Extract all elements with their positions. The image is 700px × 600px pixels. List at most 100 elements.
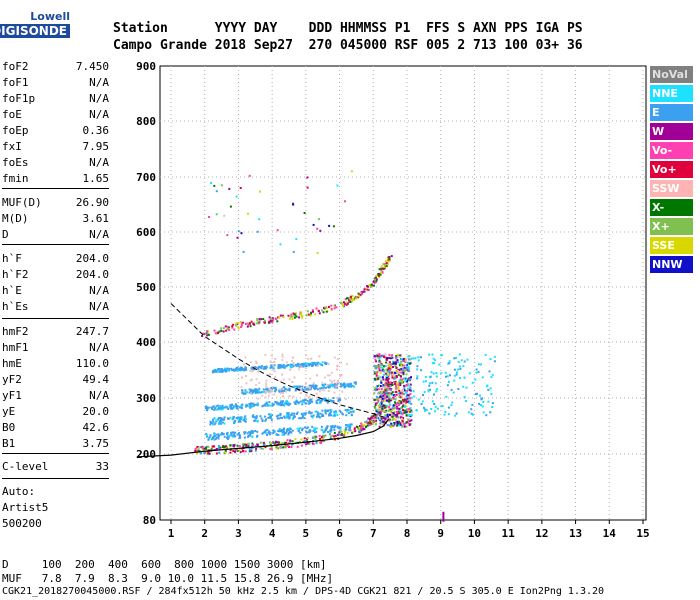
echo-point [263, 431, 266, 434]
echo-point [312, 430, 315, 432]
echo-point [219, 422, 222, 425]
param-row-mufd: MUF(D) 26.90 [2, 196, 109, 210]
echo-point [243, 443, 246, 446]
echo-point [194, 448, 197, 450]
echo-point [236, 405, 239, 408]
echo-point [245, 418, 247, 421]
echo-point [285, 441, 288, 444]
y-tick-label: 500 [136, 281, 156, 294]
echo-point [214, 421, 217, 424]
param-name: foF1 [2, 76, 29, 89]
echo-point [281, 433, 284, 436]
echo-point [401, 398, 404, 401]
echo-point [433, 393, 435, 396]
echo-point [383, 391, 386, 394]
echo-point [265, 385, 268, 388]
echo-point [256, 367, 259, 370]
echo-point [314, 384, 317, 387]
echo-point [409, 399, 412, 402]
echo-point [232, 323, 235, 326]
echo-point [404, 405, 406, 408]
echo-point [457, 361, 460, 363]
echo-point [293, 313, 296, 316]
echo-point [222, 433, 225, 436]
echo-point [380, 385, 382, 387]
echo-point [300, 313, 303, 316]
echo-point [399, 423, 402, 426]
echo-point [243, 431, 246, 434]
echo-point [381, 271, 384, 274]
echo-point [256, 319, 259, 322]
echo-point [381, 400, 384, 403]
echo-point [239, 420, 242, 423]
echo-point [377, 384, 380, 387]
echo-point [394, 401, 397, 404]
echo-point [325, 307, 328, 310]
echo-point [244, 389, 247, 392]
echo-point [252, 391, 254, 394]
echo-point [261, 447, 264, 450]
echo-point [282, 388, 285, 390]
echo-point [388, 400, 390, 403]
echo-point [220, 327, 223, 330]
echo-point [400, 371, 403, 374]
legend-item-x: X- [650, 199, 693, 216]
echo-point [251, 442, 254, 445]
footer-file-info: CGK21_2018270045000.RSF / 284fx512h 50 k… [2, 586, 605, 597]
legend-item-x: X+ [650, 218, 693, 235]
echo-point [346, 425, 349, 428]
echo-point [484, 353, 487, 356]
echo-point [385, 262, 388, 264]
echo-point [256, 322, 259, 325]
echo-point [392, 396, 395, 399]
echo-point [316, 251, 319, 254]
echo-point [272, 432, 275, 434]
echo-point [408, 424, 411, 427]
echo-point [396, 382, 399, 385]
echo-point [285, 431, 288, 434]
echo-point [282, 400, 284, 403]
x-tick-label: 3 [235, 527, 242, 540]
echo-point [404, 369, 407, 372]
echo-point [292, 312, 295, 315]
echo-point [291, 356, 294, 359]
echo-point [405, 421, 408, 424]
echo-point [384, 394, 387, 397]
echo-point [393, 380, 396, 383]
echo-point [307, 388, 310, 391]
echo-point [280, 365, 283, 368]
echo-point [250, 450, 253, 453]
echo-point [367, 417, 370, 420]
echo-point [395, 393, 398, 396]
echo-point [312, 223, 315, 226]
echo-point [199, 452, 202, 455]
echo-point [332, 414, 335, 417]
echo-point [260, 318, 263, 321]
echo-point [270, 442, 272, 445]
echo-point [253, 389, 256, 392]
echo-point [207, 438, 210, 441]
echo-point [255, 378, 258, 381]
echo-point [416, 365, 419, 368]
echo-point [303, 212, 306, 214]
echo-point [347, 424, 350, 426]
echo-point [449, 374, 451, 377]
echo-point [333, 435, 336, 438]
echo-point [476, 392, 478, 395]
echo-point [448, 360, 451, 363]
echo-point [246, 404, 248, 407]
echo-point [394, 372, 396, 375]
echo-point [252, 444, 255, 446]
autoscaling-line3: 500200 [2, 517, 42, 530]
echo-point [375, 372, 378, 375]
echo-point [276, 441, 279, 444]
param-name: foEp [2, 124, 29, 137]
echo-point [399, 410, 402, 413]
echo-point [398, 355, 401, 358]
param-row-md: M(D) 3.61 [2, 212, 109, 226]
echo-point [286, 429, 289, 432]
echo-point [301, 385, 304, 388]
echo-point [381, 397, 384, 400]
echo-point [344, 302, 347, 305]
echo-point [282, 404, 285, 407]
